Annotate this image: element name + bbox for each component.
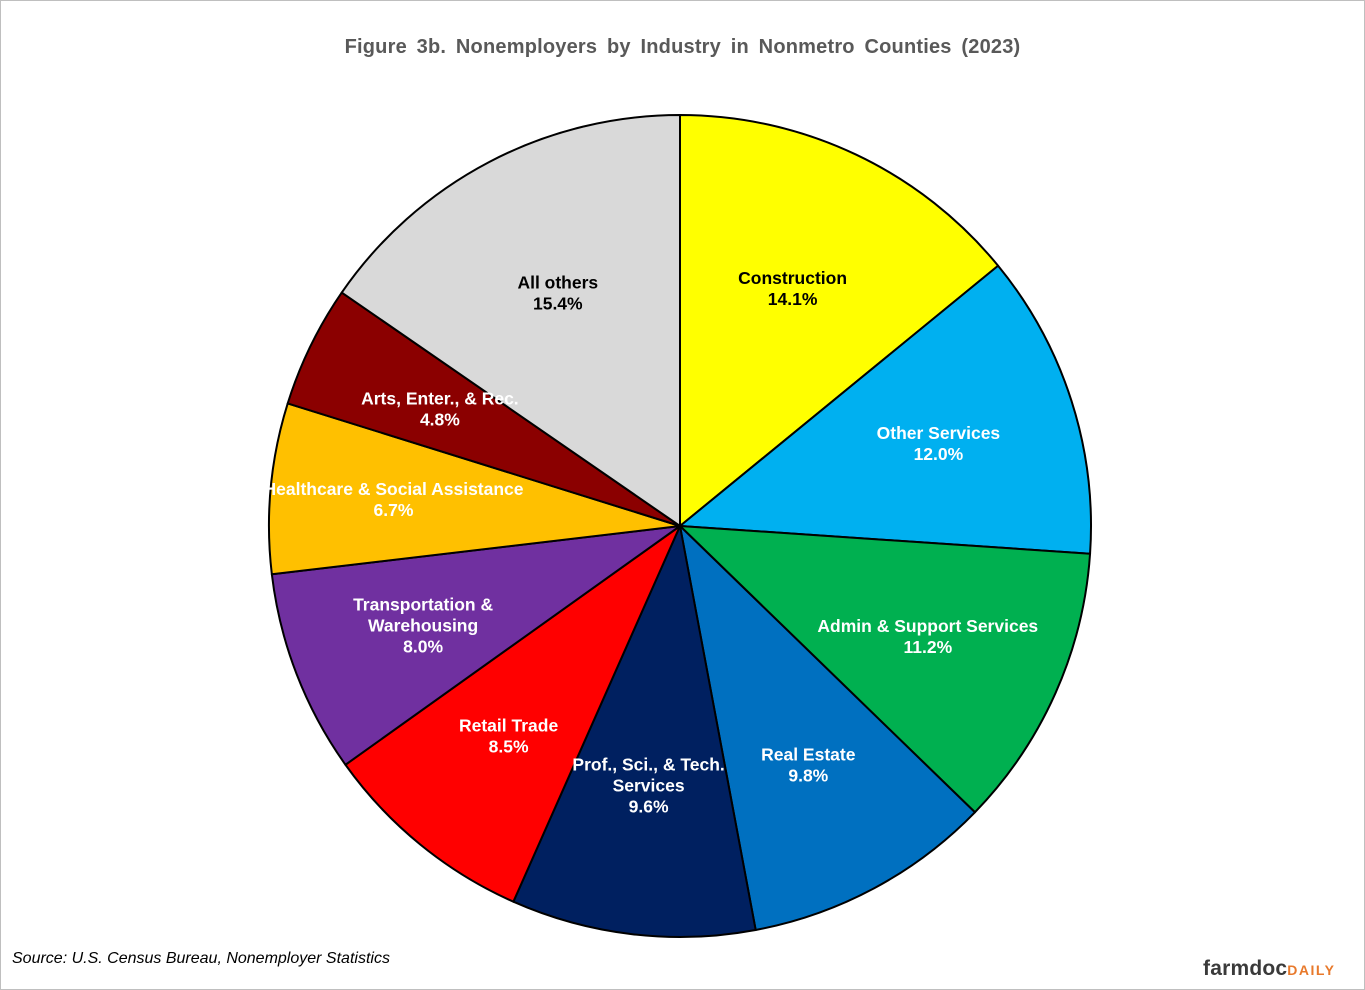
pie-slice-value: 4.8% — [420, 410, 460, 430]
pie-slice-value: 8.5% — [489, 737, 529, 757]
pie-slice-category: Prof., Sci., & Tech. — [572, 754, 724, 774]
pie-slice-label-8: Arts, Enter., & Rec. 4.8% — [361, 389, 519, 430]
pie-slice-6 — [270, 525, 681, 766]
pie-slice-5 — [344, 525, 681, 903]
pie-slice-1 — [679, 264, 1092, 555]
pie-slice-category: All others — [517, 273, 598, 293]
pie-slice-label-1: Other Services 12.0% — [877, 423, 1001, 464]
pie-slice-value: 9.6% — [629, 796, 669, 816]
pie-slice-value: 8.0% — [403, 636, 443, 656]
source-note: Source: U.S. Census Bureau, Nonemployer … — [12, 950, 390, 967]
logo-sub-text: DAILY — [1287, 962, 1336, 978]
pie-slices — [268, 114, 1092, 938]
pie-slice-category: Other Services — [877, 423, 1001, 443]
pie-slice-category: Warehousing — [368, 615, 478, 635]
pie-slice-value: 6.7% — [374, 500, 414, 520]
pie-slice-value: 14.1% — [768, 289, 818, 309]
pie-slice-category: Admin & Support Services — [817, 616, 1038, 636]
pie-slice-4 — [512, 525, 757, 938]
pie-slice-value: 15.4% — [533, 294, 583, 314]
pie-slice-label-6: Transportation & Warehousing 8.0% — [353, 594, 493, 656]
pie-slice-category: Retail Trade — [459, 716, 558, 736]
pie-slice-category: Transportation & — [353, 594, 493, 614]
pie-slice-value: 12.0% — [914, 444, 964, 464]
pie-slice-3 — [679, 525, 976, 931]
pie-slice-label-3: Real Estate 9.8% — [761, 745, 856, 786]
pie-slice-0 — [679, 114, 1000, 527]
pie-slice-label-9: All others 15.4% — [517, 273, 598, 314]
logo-main-text: farmdoc — [1203, 957, 1288, 980]
pie-slice-value: 9.8% — [788, 766, 828, 786]
pie-slice-2 — [679, 525, 1092, 814]
pie-slice-9 — [340, 114, 681, 527]
pie-slice-category: Services — [613, 775, 685, 795]
pie-slice-label-2: Admin & Support Services 11.2% — [817, 616, 1038, 657]
pie-slice-category: Healthcare & Social Assistance — [263, 479, 523, 499]
farmdoc-daily-logo: farmdocDAILY — [1203, 957, 1335, 981]
pie-slice-category: Real Estate — [761, 745, 856, 765]
pie-labels: Construction 14.1% Other Services 12.0% Admi… — [263, 268, 1038, 817]
pie-slice-label-4: Prof., Sci., & Tech. Services 9.6% — [572, 754, 724, 816]
pie-slice-category: Construction — [738, 268, 847, 288]
chart-title: Figure 3b. Nonemployers by Industry in N… — [344, 36, 1021, 58]
pie-slice-category: Arts, Enter., & Rec. — [361, 389, 519, 409]
pie-slice-label-0: Construction 14.1% — [738, 268, 847, 309]
pie-slice-label-5: Retail Trade 8.5% — [459, 716, 558, 757]
pie-slice-label-7: Healthcare & Social Assistance 6.7% — [263, 479, 523, 520]
pie-slice-7 — [268, 402, 681, 576]
pie-slice-value: 11.2% — [903, 637, 952, 657]
